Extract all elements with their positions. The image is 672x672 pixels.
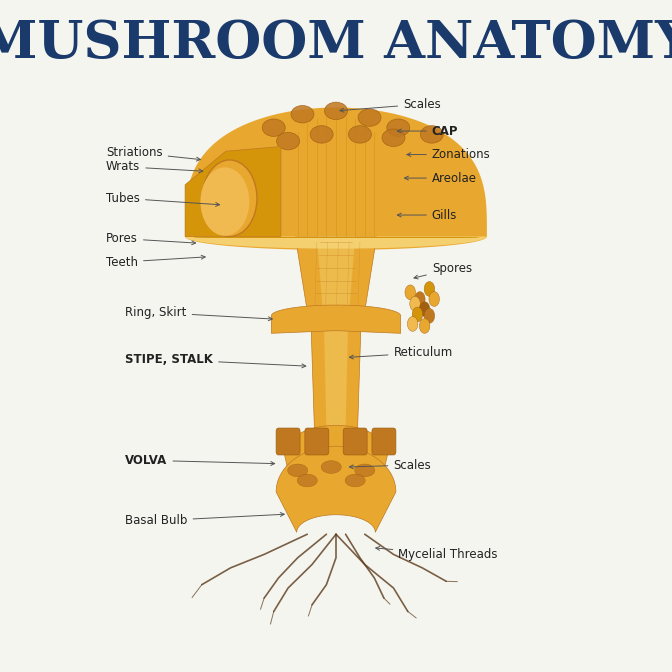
Polygon shape: [284, 425, 388, 492]
Circle shape: [424, 282, 435, 296]
Text: Wrats: Wrats: [106, 160, 203, 173]
Ellipse shape: [288, 464, 308, 477]
Circle shape: [405, 285, 415, 300]
Text: Reticulum: Reticulum: [349, 346, 453, 360]
Ellipse shape: [277, 132, 300, 150]
FancyBboxPatch shape: [276, 428, 300, 455]
Text: Spores: Spores: [414, 262, 472, 279]
Ellipse shape: [345, 474, 365, 487]
Text: VOLVA: VOLVA: [125, 454, 275, 467]
Text: Zonations: Zonations: [407, 148, 491, 161]
Text: Basal Bulb: Basal Bulb: [125, 513, 284, 528]
Ellipse shape: [382, 129, 405, 146]
Text: Ring, Skirt: Ring, Skirt: [125, 306, 272, 321]
Circle shape: [424, 308, 435, 323]
Ellipse shape: [310, 126, 333, 143]
Circle shape: [412, 307, 423, 322]
FancyBboxPatch shape: [305, 428, 329, 455]
Polygon shape: [185, 108, 487, 250]
Text: MUSHROOM ANATOMY: MUSHROOM ANATOMY: [0, 18, 672, 69]
Ellipse shape: [358, 109, 381, 126]
Polygon shape: [324, 326, 348, 430]
Ellipse shape: [325, 102, 347, 120]
Circle shape: [410, 296, 420, 311]
Polygon shape: [295, 237, 377, 326]
Text: Scales: Scales: [349, 458, 431, 472]
Circle shape: [415, 292, 425, 306]
Polygon shape: [185, 237, 487, 249]
Ellipse shape: [291, 106, 314, 123]
Circle shape: [407, 317, 418, 331]
Circle shape: [200, 167, 249, 236]
Polygon shape: [276, 446, 396, 532]
Text: Scales: Scales: [340, 97, 441, 112]
Polygon shape: [311, 326, 361, 430]
Ellipse shape: [387, 119, 410, 136]
Ellipse shape: [297, 474, 317, 487]
Text: Pores: Pores: [106, 232, 196, 245]
Ellipse shape: [262, 119, 285, 136]
Ellipse shape: [321, 461, 341, 473]
Text: Areolae: Areolae: [405, 171, 477, 185]
FancyBboxPatch shape: [372, 428, 396, 455]
Ellipse shape: [349, 126, 372, 143]
Circle shape: [202, 160, 257, 237]
Text: STIPE, STALK: STIPE, STALK: [125, 353, 306, 368]
Text: Striations: Striations: [106, 146, 200, 161]
Text: Tubes: Tubes: [106, 192, 220, 206]
FancyBboxPatch shape: [343, 428, 367, 455]
Circle shape: [419, 319, 430, 333]
Polygon shape: [271, 305, 401, 333]
Text: Gills: Gills: [397, 208, 457, 222]
Circle shape: [429, 292, 439, 306]
Ellipse shape: [420, 126, 444, 143]
Polygon shape: [185, 146, 281, 237]
Ellipse shape: [355, 464, 375, 477]
Circle shape: [419, 302, 430, 317]
Text: Teeth: Teeth: [106, 255, 205, 269]
Text: CAP: CAP: [397, 124, 458, 138]
Text: Mycelial Threads: Mycelial Threads: [376, 546, 498, 561]
Polygon shape: [317, 237, 355, 326]
